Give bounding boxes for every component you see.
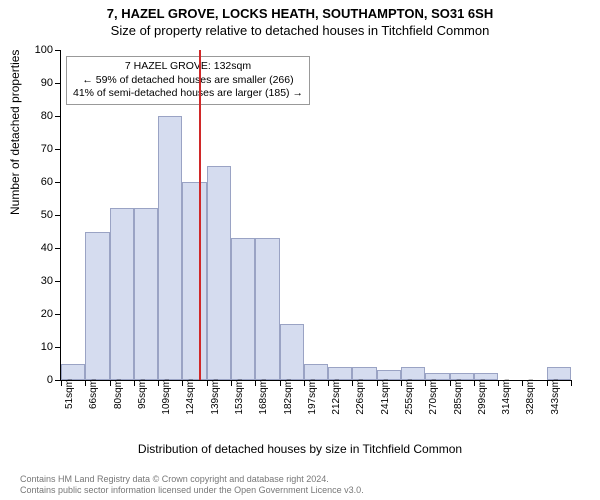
y-tick: [55, 83, 61, 84]
y-axis-label: Number of detached properties: [8, 50, 22, 215]
x-tick-label: 66sqm: [88, 379, 99, 409]
x-tick-label: 241sqm: [380, 379, 391, 415]
histogram-bar: [280, 324, 304, 380]
y-tick-label: 20: [21, 308, 53, 320]
x-tick: [498, 380, 499, 386]
x-tick: [110, 380, 111, 386]
x-tick-label: 139sqm: [210, 379, 221, 415]
annotation-line-3: 41% of semi-detached houses are larger (…: [73, 87, 303, 101]
x-tick-label: 285sqm: [453, 379, 464, 415]
x-tick: [231, 380, 232, 386]
x-tick: [158, 380, 159, 386]
x-tick-label: 255sqm: [404, 379, 415, 415]
x-tick: [304, 380, 305, 386]
histogram-bar: [182, 182, 206, 380]
x-tick: [85, 380, 86, 386]
histogram-bar: [207, 166, 231, 381]
x-tick-label: 109sqm: [161, 379, 172, 415]
x-tick: [255, 380, 256, 386]
x-tick-label: 182sqm: [283, 379, 294, 415]
y-tick: [55, 314, 61, 315]
footer-line-2: Contains public sector information licen…: [20, 485, 364, 496]
y-tick-label: 0: [21, 374, 53, 386]
y-tick-label: 30: [21, 275, 53, 287]
histogram-bar: [231, 238, 255, 380]
y-tick-label: 100: [21, 44, 53, 56]
histogram-bar: [158, 116, 182, 380]
x-tick-label: 270sqm: [428, 379, 439, 415]
annotation-line-1: 7 HAZEL GROVE: 132sqm: [73, 60, 303, 74]
histogram-bar: [304, 364, 328, 381]
chart-title: 7, HAZEL GROVE, LOCKS HEATH, SOUTHAMPTON…: [0, 0, 600, 21]
x-tick: [352, 380, 353, 386]
histogram-bar: [134, 208, 158, 380]
x-tick: [450, 380, 451, 386]
x-tick-label: 212sqm: [331, 379, 342, 415]
y-tick-label: 50: [21, 209, 53, 221]
histogram-bar: [61, 364, 85, 381]
x-tick-label: 95sqm: [137, 379, 148, 409]
x-tick-label: 51sqm: [64, 379, 75, 409]
y-tick-label: 10: [21, 341, 53, 353]
y-tick: [55, 50, 61, 51]
x-tick: [182, 380, 183, 386]
x-tick: [474, 380, 475, 386]
y-tick-label: 70: [21, 143, 53, 155]
annotation-line-2: ← 59% of detached houses are smaller (26…: [73, 74, 303, 88]
y-tick: [55, 215, 61, 216]
footer-attribution: Contains HM Land Registry data © Crown c…: [20, 474, 364, 496]
x-tick: [207, 380, 208, 386]
x-tick-label: 299sqm: [477, 379, 488, 415]
y-tick: [55, 248, 61, 249]
x-tick: [522, 380, 523, 386]
x-tick: [425, 380, 426, 386]
histogram-bar: [110, 208, 134, 380]
x-tick-label: 314sqm: [501, 379, 512, 415]
y-tick: [55, 347, 61, 348]
x-tick-label: 328sqm: [525, 379, 536, 415]
x-tick: [61, 380, 62, 386]
x-tick-label: 80sqm: [113, 379, 124, 409]
y-tick: [55, 281, 61, 282]
y-tick: [55, 182, 61, 183]
x-tick: [547, 380, 548, 386]
x-tick: [280, 380, 281, 386]
histogram-bar: [255, 238, 279, 380]
x-tick: [571, 380, 572, 386]
y-tick-label: 40: [21, 242, 53, 254]
x-tick-label: 226sqm: [355, 379, 366, 415]
y-tick-label: 60: [21, 176, 53, 188]
x-tick: [401, 380, 402, 386]
x-tick: [377, 380, 378, 386]
marker-line: [199, 50, 201, 380]
x-tick-label: 343sqm: [550, 379, 561, 415]
footer-line-1: Contains HM Land Registry data © Crown c…: [20, 474, 364, 485]
x-tick: [328, 380, 329, 386]
y-tick-label: 90: [21, 77, 53, 89]
annotation-box: 7 HAZEL GROVE: 132sqm ← 59% of detached …: [66, 56, 310, 105]
x-tick-label: 168sqm: [258, 379, 269, 415]
x-tick-label: 124sqm: [185, 379, 196, 415]
chart-container: { "header": { "title": "7, HAZEL GROVE, …: [0, 0, 600, 500]
x-tick: [134, 380, 135, 386]
x-axis-label: Distribution of detached houses by size …: [0, 442, 600, 456]
histogram-bar: [85, 232, 109, 381]
y-tick: [55, 149, 61, 150]
y-tick: [55, 116, 61, 117]
x-tick-label: 197sqm: [307, 379, 318, 415]
x-tick-label: 153sqm: [234, 379, 245, 415]
chart-subtitle: Size of property relative to detached ho…: [0, 21, 600, 38]
y-tick-label: 80: [21, 110, 53, 122]
